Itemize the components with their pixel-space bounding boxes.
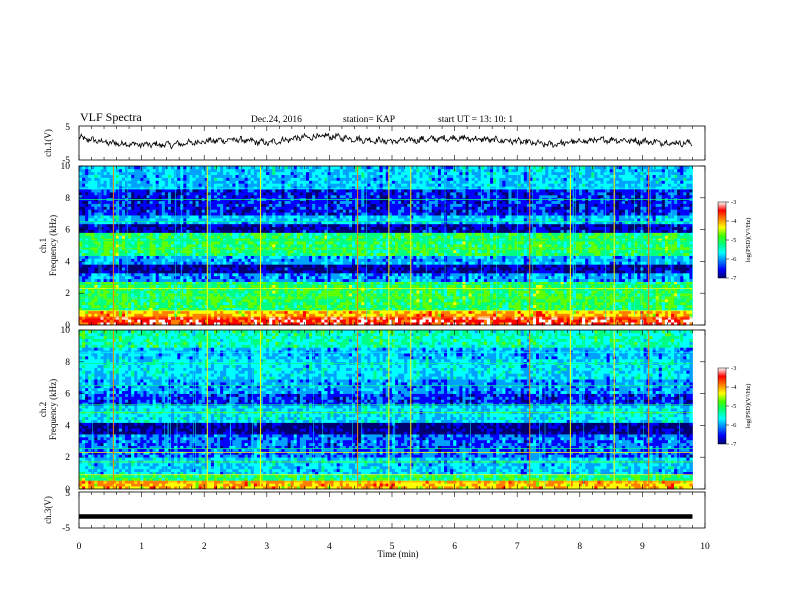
y-tick-label: 8 (65, 194, 70, 204)
date-label: Dec.24, 2016 (251, 115, 302, 125)
x-tick-label: 1 (139, 542, 144, 552)
colorbar-gradient (717, 367, 727, 445)
ch2-colorbar: -3 -4 -5 -6 -7 log(PSD)(V²/Hz) (717, 365, 752, 448)
ch1-spectrogram-panel: 0 2 4 6 8 10 ch.1 Frequency (kHz) (38, 162, 706, 331)
y-tick-label: 0 (65, 485, 70, 495)
x-tick-label: 0 (77, 542, 82, 552)
y-tick-label: 10 (61, 326, 71, 336)
x-tick-label: 3 (264, 542, 269, 552)
y-tick-label: 6 (65, 226, 70, 236)
colorbar-tick-label: -4 (731, 384, 737, 391)
y-tick-label: 8 (65, 358, 70, 368)
channel-label: ch.1 (38, 238, 48, 253)
colorbar-tick-label: -3 (731, 365, 736, 372)
colorbar-label: log(PSD)(V²/Hz) (745, 218, 752, 263)
colorbar-tick-label: -7 (731, 275, 737, 282)
colorbar-tick-label: -4 (731, 218, 737, 225)
ch3-waveform-panel: 5 -5 ch.3(V) (43, 489, 706, 534)
y-axis-label: Frequency (kHz) (48, 379, 58, 440)
y-tick-label: 2 (65, 289, 70, 299)
y-tick-label: 0 (65, 321, 70, 331)
x-tick-label: 8 (577, 542, 582, 552)
colorbar-tick-label: -7 (731, 441, 737, 448)
y-axis-label: ch.3(V) (43, 496, 53, 524)
figure-title: VLF Spectra (80, 110, 142, 124)
sferic-lines (98, 166, 693, 325)
start-ut-label: start UT = 13: 10: 1 (438, 115, 513, 125)
x-axis-label: Time (min) (378, 549, 419, 559)
y-tick-label: 4 (65, 257, 70, 267)
spectral-lines (79, 351, 693, 483)
ch2-spectrogram-panel: 0 2 4 6 8 10 ch.2 Frequency (kHz) (38, 326, 706, 495)
sferic-lines (92, 330, 680, 489)
x-tick-label: 9 (640, 542, 645, 552)
y-tick-label: -5 (62, 156, 70, 166)
colorbar-tick-label: -3 (731, 199, 736, 206)
x-tick-label: 2 (202, 542, 207, 552)
y-tick-label: -5 (62, 524, 70, 534)
channel-label: ch.2 (38, 402, 48, 417)
colorbar-tick-label: -6 (731, 256, 737, 263)
spectrogram-cells (79, 166, 693, 326)
x-tick-label: 5 (390, 542, 395, 552)
colorbar-tick-label: -6 (731, 422, 737, 429)
y-tick-label: 4 (65, 421, 70, 431)
colorbar-label: log(PSD)(V²/Hz) (745, 384, 752, 429)
y-axis-label: Frequency (kHz) (48, 215, 58, 276)
colorbar-gradient (717, 201, 727, 279)
panel-frame (78, 491, 706, 529)
y-tick-label: 5 (65, 489, 70, 499)
y-tick-label: 5 (65, 123, 70, 133)
colorbar-tick-label: -5 (731, 237, 736, 244)
spectrogram-cells (79, 330, 693, 490)
y-axis-label: ch.1(V) (43, 129, 53, 157)
y-tick-label: 10 (61, 162, 71, 172)
waveform-trace (78, 132, 693, 150)
x-tick-label: 6 (452, 542, 457, 552)
x-tick-label: 10 (700, 542, 710, 552)
station-label: station= KAP (343, 115, 395, 125)
time-axis: 0 1 2 3 4 5 6 7 8 9 10 (77, 542, 710, 552)
ch1-waveform-panel: 5 -5 ch.1(V) (43, 123, 706, 166)
ch1-colorbar: -3 -4 -5 -6 -7 log(PSD)(V²/Hz) (717, 199, 752, 282)
y-tick-label: 2 (65, 453, 70, 463)
x-tick-label: 7 (515, 542, 520, 552)
colorbar-tick-label: -5 (731, 403, 736, 410)
y-tick-label: 6 (65, 390, 70, 400)
x-tick-label: 4 (327, 542, 332, 552)
